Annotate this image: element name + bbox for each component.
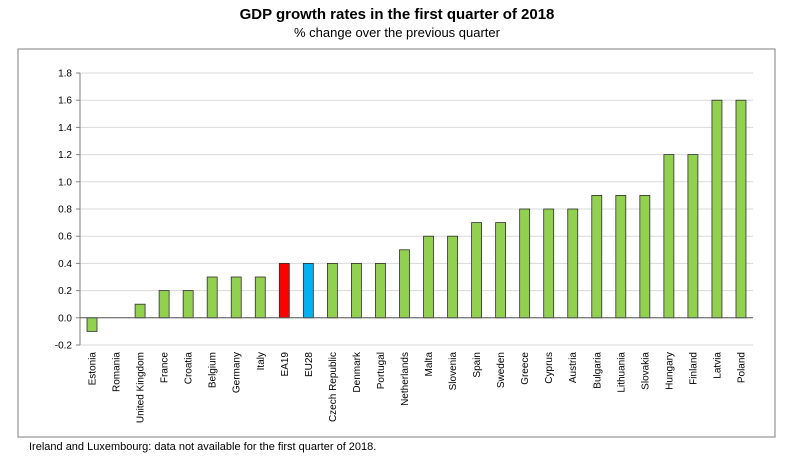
x-tick-label: Austria [568,352,579,384]
bar-croatia [182,290,194,319]
y-tick-label: 1.4 [58,123,72,134]
footnote: Ireland and Luxembourg: data not availab… [29,441,377,453]
x-tick-label: Cyprus [544,352,555,384]
x-tick-label: Sweden [496,352,507,388]
bar-lithuania [615,194,627,319]
x-tick-label: France [160,352,171,384]
bar-cyprus [543,208,555,319]
x-tick-label: Malta [424,352,435,377]
y-tick-label: 0.2 [58,286,72,297]
bar-hungary [663,154,675,319]
x-tick-label: Estonia [88,352,99,386]
y-tick-label: 1.6 [58,96,72,107]
bar-sweden [495,222,507,319]
x-tick-label: Romania [112,352,123,392]
x-tick-label: Netherlands [400,352,411,406]
bar-czech-republic [326,262,338,319]
x-tick-label: Hungary [664,352,675,390]
x-tick-label: Spain [472,352,483,378]
x-tick-label: Italy [256,352,267,370]
x-tick-label: United Kingdom [136,352,147,423]
x-tick-label: Slovenia [448,352,459,391]
bar-bulgaria [591,194,603,319]
bar-belgium [206,276,218,319]
x-tick-label: Portugal [376,352,387,389]
y-tick-labels: -0.2 0.0 0.2 0.4 0.6 0.8 1.0 1.2 1.4 1.6 1.8 [55,69,73,352]
y-tick-label: 0.8 [58,205,72,216]
bar-netherlands [399,249,410,319]
y-tick-label: 1.2 [58,150,72,161]
bar-portugal [375,262,386,319]
x-tick-label: Bulgaria [592,352,603,389]
chart-frame [17,48,776,438]
y-tick-label: 0.4 [58,259,72,270]
bar-slovakia [639,194,651,319]
bar-latvia [711,99,723,319]
x-tick-label: Croatia [184,352,195,385]
bar-slovenia [447,235,458,319]
y-tick-label: -0.2 [55,341,73,352]
x-tick-label: Finland [688,352,699,385]
y-tick-label: 1.0 [58,177,72,188]
gridlines [80,72,753,346]
y-tick-label: 0.0 [58,313,72,324]
bar-germany [230,276,242,319]
axes [76,72,753,346]
bar-finland [687,154,699,319]
y-tick-label: 1.8 [58,69,72,80]
x-tick-label: Germany [232,352,243,393]
bar-spain [471,222,482,319]
x-tick-label: Poland [736,352,747,383]
bar-eu28 [302,262,314,319]
x-tick-label: Greece [520,352,531,385]
bar-italy [254,276,266,319]
bar-poland [735,99,747,319]
bar-ea19 [278,262,290,319]
x-tick-label: Denmark [352,351,363,393]
bar-denmark [351,262,362,319]
x-tick-label: EA19 [280,352,291,377]
bar-austria [567,208,579,319]
x-tick-label: Slovakia [640,352,651,390]
x-tick-label: Belgium [208,352,219,388]
x-tick-label: Latvia [712,352,723,379]
bars [86,99,747,332]
y-tick-label: 0.6 [58,232,72,243]
bar-greece [519,208,531,319]
x-tick-label: EU28 [304,352,315,377]
bar-united-kingdom [134,303,146,319]
chart-subtitle: % change over the previous quarter [294,25,500,40]
x-tick-label: Lithuania [616,352,627,393]
bar-estonia [86,317,98,332]
chart-title: GDP growth rates in the first quarter of… [239,6,555,23]
x-tick-label: Czech Republic [328,352,339,422]
x-tick-labels: Estonia Romania United Kingdom France Croati… [88,351,748,423]
bar-france [158,290,170,319]
bar-malta [423,235,434,319]
